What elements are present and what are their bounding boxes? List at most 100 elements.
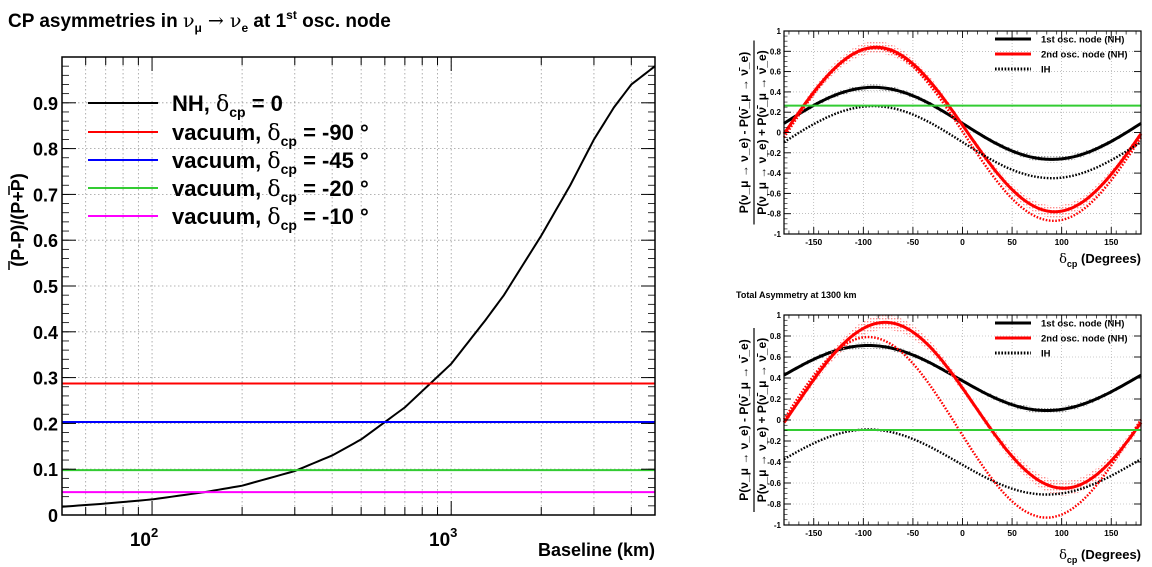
br-xtick-label: 150	[1104, 528, 1118, 538]
br-ytick-label: 0.6	[770, 353, 782, 362]
br-ytick-label: 0.8	[770, 332, 782, 341]
br-ylabel-numerator: P(ν_μ → ν_e) - P(ν̄_μ → ν̄_e)	[737, 339, 751, 500]
left-legend-label-0: NH, δcp = 0	[172, 91, 283, 120]
legend-text-part: vacuum,	[172, 176, 267, 201]
left-ytick-label: 0.5	[33, 277, 58, 297]
left-chart-series	[61, 65, 656, 508]
br-ytick-label: -0.2	[767, 437, 781, 446]
tr-ytick-label: 0.2	[770, 108, 782, 117]
legend-text-part: δ	[267, 121, 280, 146]
left-ytick-label: 0.4	[33, 323, 58, 343]
xtick-base: 10	[130, 530, 151, 551]
top-right-chart-ylabel: P(ν_μ → ν_e) - P(ν̄_μ → ν̄_e) P(ν_μ → ν_e…	[737, 40, 769, 225]
br-series-curve-3	[782, 335, 1143, 519]
tr-ytick-label: -1	[774, 230, 782, 239]
legend-text-part: cp	[281, 189, 297, 205]
legend-text-part: NH,	[172, 91, 216, 116]
br-ytick-label: 0.4	[770, 374, 782, 383]
top-right-chart-ticks: -150 -100 -50 0 50 100 150 -1 -0.8 -0.6 -0.4 -0.2 0 0…	[767, 27, 1141, 247]
legend-text-part: δ	[267, 205, 280, 230]
br-xtick-label: 50	[1007, 528, 1017, 538]
left-legend-label-3: vacuum, δcp = -20 °	[172, 176, 369, 205]
left-ytick-label: 0.2	[33, 414, 58, 434]
br-ytick-label: -0.4	[767, 458, 781, 467]
tr-legend-label-2: IH	[1041, 65, 1051, 76]
bottom-right-chart-title: Total Asymmetry at 1300 km	[736, 290, 857, 300]
legend-text-part: vacuum,	[172, 148, 267, 173]
tr-xtick-label: -50	[907, 237, 920, 247]
left-legend-label-1: vacuum, δcp = -90 °	[172, 120, 369, 149]
br-legend-label-0: 1st osc. node (NH)	[1041, 319, 1124, 330]
left-ytick-label: 0.6	[33, 231, 58, 251]
tr-ytick-label: 1	[777, 27, 782, 36]
br-ytick-label: -0.8	[767, 500, 781, 509]
left-ytick-label: 0	[48, 506, 58, 526]
br-ytick-label: 1	[777, 311, 782, 320]
br-ylabel-group: P(ν_μ → ν_e) - P(ν̄_μ → ν̄_e) P(ν_μ → ν_e…	[737, 328, 769, 512]
tr-series-curve-2	[783, 104, 1142, 180]
tr-ytick-label: -0.2	[767, 149, 781, 158]
left-xtick-label: 102	[130, 525, 158, 551]
tr-ytick-label: 0.6	[770, 68, 782, 77]
left-ytick-label: 0.8	[33, 140, 58, 160]
xtick-base: 10	[429, 530, 450, 551]
br-xtick-label: -50	[907, 528, 920, 538]
br-xtick-label: 0	[960, 528, 965, 538]
left-ytick-label: 0.3	[33, 369, 58, 389]
left-chart-title: CP asymmetries in νμ → νe at 1st osc. no…	[8, 8, 391, 35]
br-xtick-label: 100	[1055, 528, 1069, 538]
xtick-exponent: 2	[151, 525, 158, 540]
legend-text-part: cp	[229, 104, 245, 120]
tr-xtick-label: 0	[960, 237, 965, 247]
br-series-curve-2	[783, 428, 1142, 496]
tr-legend-label-0: 1st osc. node (NH)	[1041, 35, 1124, 46]
br-ytick-label: -1	[774, 521, 782, 530]
br-ytick-label: 0.2	[770, 395, 782, 404]
bottom-right-chart-ylabel: P(ν_μ → ν_e) - P(ν̄_μ → ν̄_e) P(ν_μ → ν_e…	[737, 328, 769, 512]
tr-ylabel-numerator: P(ν_μ → ν_e) - P(ν̄_μ → ν̄_e)	[737, 52, 751, 213]
xtick-exponent: 3	[450, 525, 457, 540]
legend-text-part: cp	[281, 161, 297, 177]
br-xtick-label: -100	[855, 528, 872, 538]
legend-text-part: cp	[281, 133, 297, 149]
br-ytick-label: -0.6	[767, 479, 781, 488]
bottom-right-chart-series	[782, 315, 1143, 519]
br-ytick-label: 0	[777, 416, 782, 425]
legend-text-part: cp	[281, 217, 297, 233]
legend-text-part: = -10 °	[297, 204, 369, 229]
left-xtick-label: 103	[429, 525, 457, 551]
br-series-curve-1	[782, 320, 1143, 490]
tr-ylabel-group: P(ν_μ → ν_e) - P(ν̄_μ → ν̄_e) P(ν_μ → ν_e…	[737, 40, 769, 225]
tr-xtick-label: 100	[1055, 237, 1069, 247]
bottom-right-chart-legend: 1st osc. node (NH) 2nd osc. node (NH) IH	[995, 319, 1128, 360]
top-right-chart-legend: 1st osc. node (NH) 2nd osc. node (NH) IH	[995, 35, 1128, 76]
tr-xtick-label: 50	[1007, 237, 1017, 247]
tr-ytick-label: 0.8	[770, 47, 782, 56]
legend-text-part: δ	[216, 92, 229, 117]
top-right-chart-plot-area: -150 -100 -50 0 50 100 150 -1 -0.8 -0.6 -0.4 -0.2 0 0…	[767, 27, 1143, 247]
tr-ytick-label: 0	[777, 129, 782, 138]
legend-text-part: = -20 °	[297, 176, 369, 201]
tr-ytick-label: -0.4	[767, 169, 781, 178]
top-right-chart-xlabel: δcp (Degrees)	[1059, 251, 1141, 269]
br-legend-label-2: IH	[1041, 349, 1051, 360]
bottom-right-chart-xlabel: δcp (Degrees)	[1059, 547, 1141, 565]
legend-text-part: δ	[267, 149, 280, 174]
br-legend-label-1: 2nd osc. node (NH)	[1041, 334, 1128, 345]
tr-series-curve-3	[783, 47, 1142, 223]
left-series-curve-0	[61, 65, 656, 508]
bottom-right-chart-plot-area: -150 -100 -50 0 50 100 150 -1 -0.8 -0.6 -0.4 -0.2 0 0…	[767, 311, 1143, 538]
left-legend-label-4: vacuum, δcp = -10 °	[172, 204, 369, 233]
tr-ytick-label: -0.6	[767, 189, 781, 198]
tr-ytick-label: -0.8	[767, 210, 781, 219]
legend-text-part: δ	[267, 177, 280, 202]
left-ytick-label: 0.9	[33, 94, 58, 114]
left-legend-label-2: vacuum, δcp = -45 °	[172, 148, 369, 177]
legend-text-part: = -90 °	[297, 120, 369, 145]
tr-ylabel-denominator: P(ν_μ → ν_e) + P(ν̄_μ → ν̄_e)	[755, 50, 769, 214]
tr-xtick-label: -100	[855, 237, 872, 247]
